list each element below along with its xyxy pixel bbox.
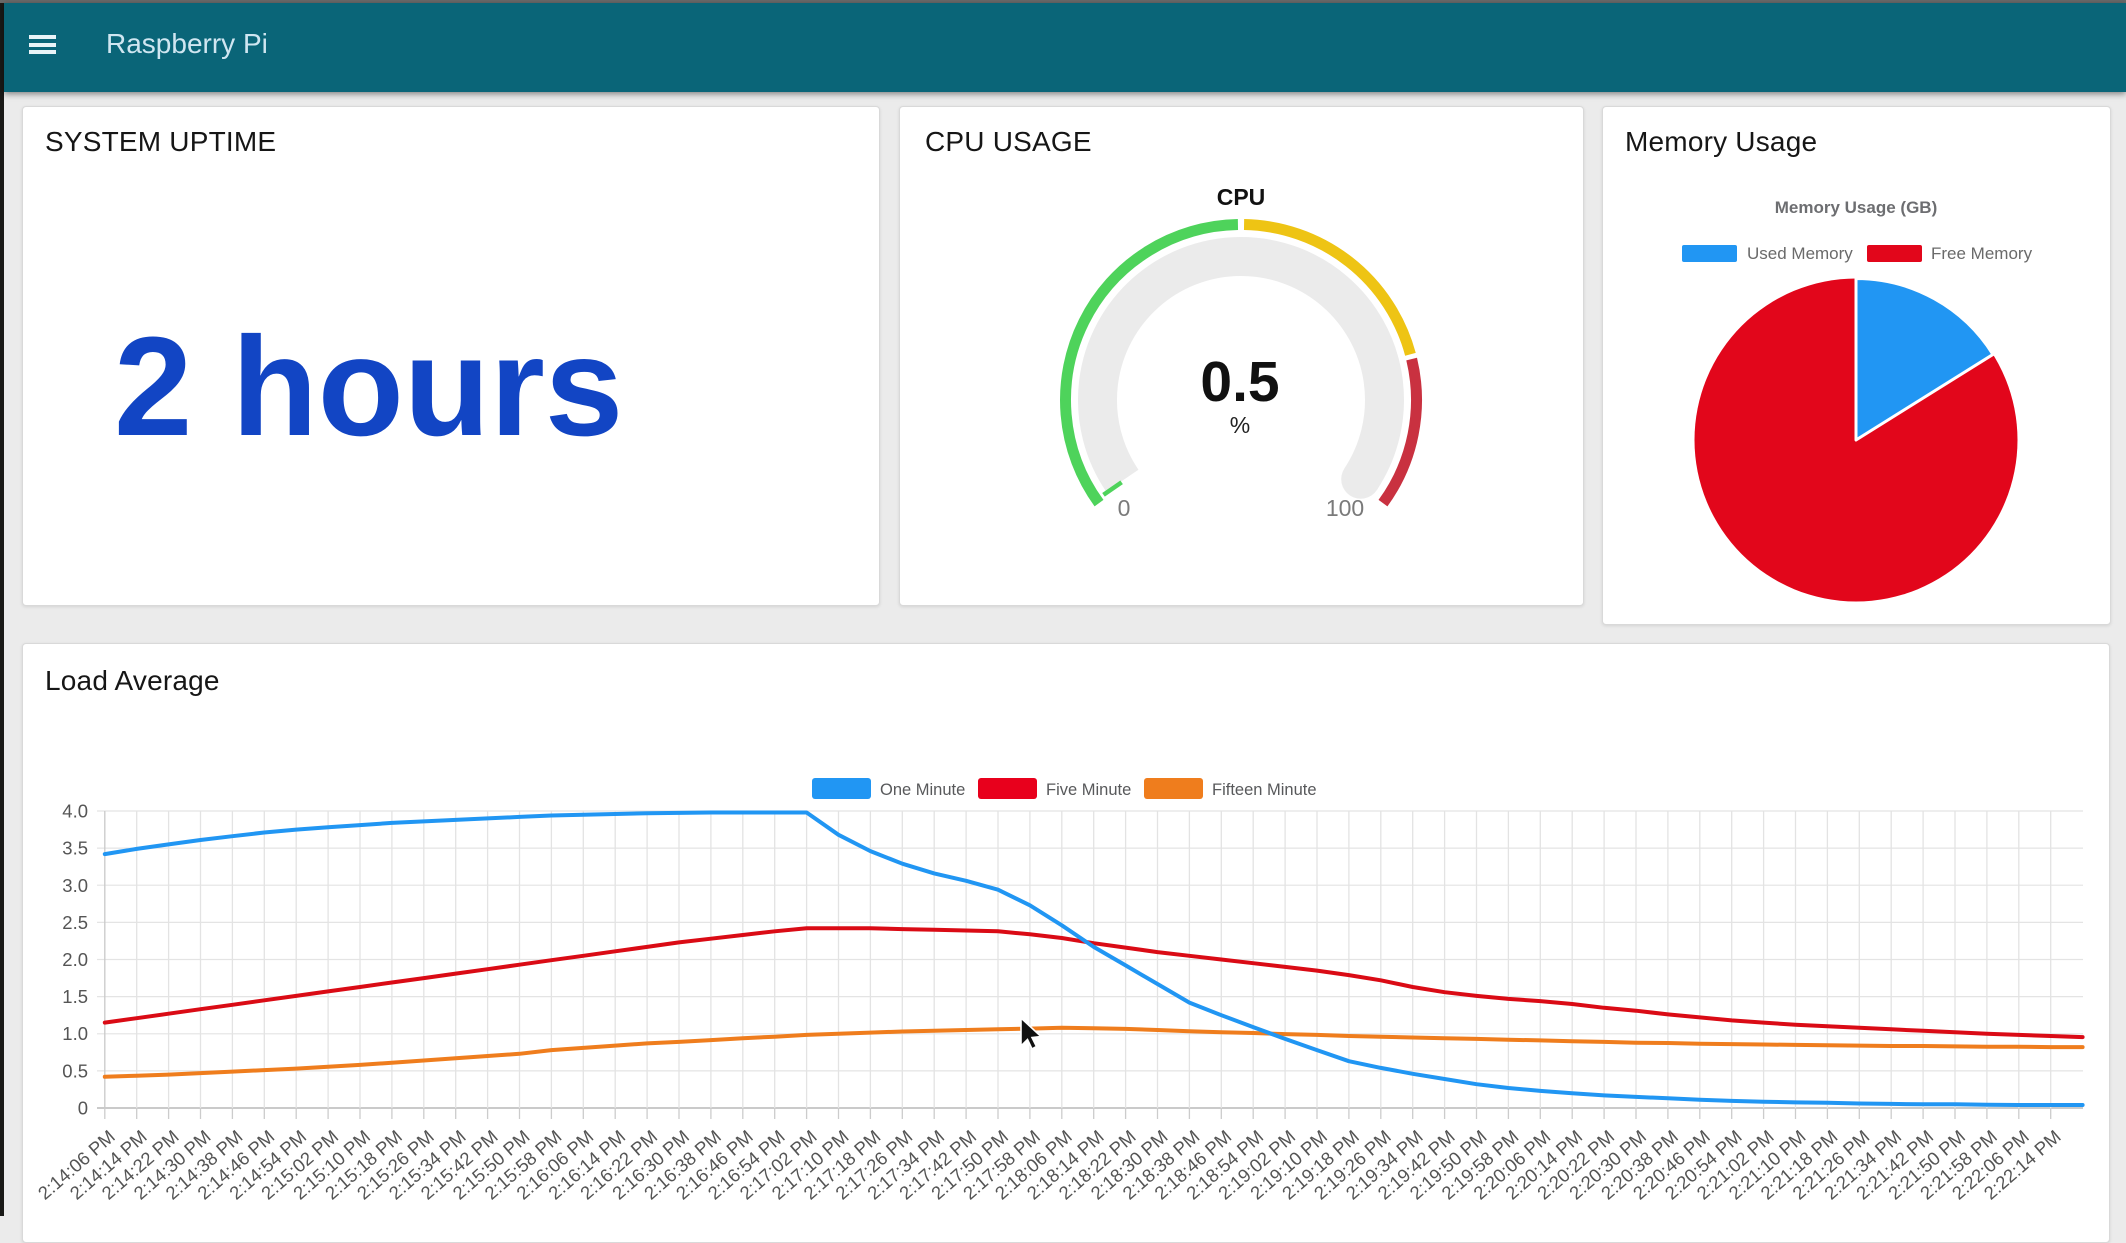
svg-text:100: 100 (1326, 495, 1364, 521)
svg-text:2.0: 2.0 (62, 949, 88, 970)
svg-text:3.5: 3.5 (62, 838, 88, 859)
svg-text:1.5: 1.5 (62, 986, 88, 1007)
svg-text:0.5: 0.5 (1200, 350, 1279, 414)
svg-text:2.5: 2.5 (62, 912, 88, 933)
svg-text:Used Memory: Used Memory (1747, 244, 1853, 263)
svg-text:0: 0 (78, 1098, 88, 1119)
svg-text:4.0: 4.0 (62, 801, 88, 822)
svg-text:Free Memory: Free Memory (1931, 244, 2033, 263)
svg-text:%: % (1230, 412, 1250, 438)
svg-text:CPU: CPU (1217, 184, 1266, 210)
svg-text:0: 0 (1118, 495, 1131, 521)
svg-text:Five Minute: Five Minute (1046, 781, 1131, 799)
svg-text:One Minute: One Minute (880, 781, 965, 799)
svg-text:0.5: 0.5 (62, 1060, 88, 1081)
svg-text:3.0: 3.0 (62, 875, 88, 896)
svg-text:1.0: 1.0 (62, 1023, 88, 1044)
svg-text:Fifteen Minute: Fifteen Minute (1212, 781, 1317, 799)
svg-text:Memory Usage (GB): Memory Usage (GB) (1775, 198, 1937, 217)
